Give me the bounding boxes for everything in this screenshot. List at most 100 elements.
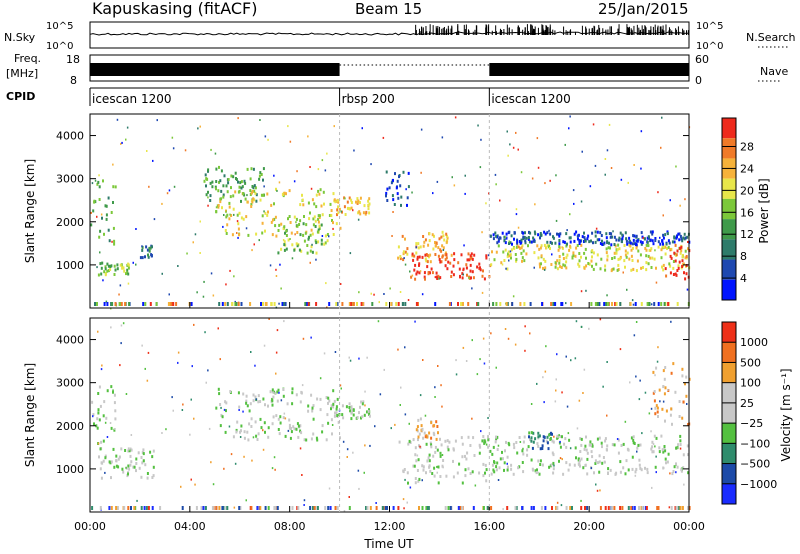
data-cell [290,430,293,434]
data-cell [580,443,583,447]
data-cell [495,468,498,472]
data-cell [436,425,439,428]
data-cell [452,273,455,277]
data-cell [449,261,452,265]
data-cell [478,451,481,455]
data-cell [522,231,525,235]
data-cell [578,399,581,402]
data-cell [492,233,495,237]
data-cell [223,174,226,178]
data-cell [320,242,323,246]
data-cell [245,227,248,230]
data-cell [234,190,237,194]
data-cell [539,232,542,235]
data-cell [106,436,109,438]
data-cell [673,251,676,255]
freq-panel: Freq. [MHz] 18 8 60 0 Nave [6,52,788,87]
data-cell [146,476,149,480]
data-cell [460,436,463,440]
baseline-cell [225,506,228,510]
colorbar-swatch [722,118,736,139]
data-cell [260,193,263,197]
data-cell [357,199,360,203]
data-cell [437,246,440,250]
data-cell [112,163,114,166]
data-cell [501,457,504,461]
data-cell [454,116,457,119]
data-cell [285,229,288,233]
data-cell [617,257,620,261]
data-cell [442,249,445,251]
data-cell [596,230,599,234]
data-cell [325,396,328,399]
data-cell [409,270,411,273]
colorbar-tick-label: 28 [740,141,754,154]
baseline-cell [529,302,532,306]
data-cell [570,359,572,362]
data-cell [644,247,647,250]
data-cell [513,446,516,450]
data-cell [146,472,149,475]
data-cell [215,210,218,214]
data-cell [473,253,476,257]
data-cell [407,442,410,446]
data-cell [137,451,140,455]
data-cell [664,366,667,369]
data-cell [335,411,338,415]
baseline-cell [506,302,509,306]
data-cell [151,245,153,249]
baseline-cell [106,302,109,306]
data-cell [250,205,253,208]
data-cell [212,483,215,486]
data-cell [422,359,424,361]
data-cell [411,252,414,256]
data-cell [312,404,315,408]
data-cell [276,189,278,192]
data-cell [493,460,495,464]
data-cell [537,166,540,169]
data-cell [278,432,281,436]
data-cell [672,273,675,276]
data-cell [549,232,552,236]
data-cell [273,217,276,221]
data-cell [260,426,263,430]
data-cell [629,241,632,245]
data-cell [299,447,302,450]
cpid-label: CPID [6,90,35,103]
data-cell [675,165,677,168]
baseline-cell [328,302,331,306]
data-cell [521,461,524,464]
baseline-cell [688,506,691,510]
baseline-cell [94,302,96,306]
data-cell [613,443,616,447]
data-cell [625,459,628,463]
data-cell [650,247,653,251]
data-cell [312,432,315,436]
noise-left-label: N.Sky [4,31,36,44]
data-cell [669,199,671,202]
data-cell [464,174,466,177]
data-cell [194,233,197,236]
data-cell [585,256,587,260]
baseline-cell [226,506,229,510]
data-cell [149,450,152,454]
data-cell [633,334,636,337]
data-cell [495,183,497,186]
data-cell [298,223,301,226]
data-cell [555,389,557,392]
data-cell [655,471,657,474]
data-cell [660,256,663,260]
data-cell [202,295,205,298]
data-cell [528,240,531,244]
data-cell [130,460,133,464]
data-cell [366,410,368,414]
data-cell [669,264,672,268]
data-cell [487,445,490,449]
data-cell [591,231,594,235]
colorbar-swatch [722,279,736,300]
baseline-cell [594,302,597,306]
data-cell [315,436,318,440]
data-cell [650,430,652,433]
data-cell [172,147,175,150]
data-cell [608,241,610,245]
